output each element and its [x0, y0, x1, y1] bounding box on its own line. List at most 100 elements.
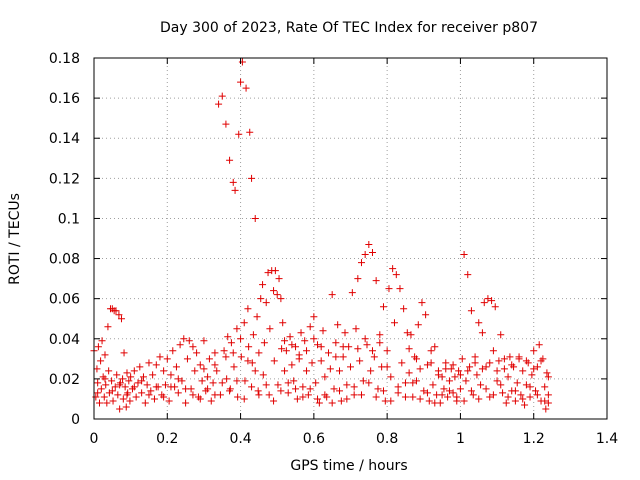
data-point	[440, 385, 448, 393]
data-point	[467, 307, 475, 315]
data-point	[418, 299, 426, 307]
data-point	[519, 367, 527, 375]
data-point	[282, 347, 290, 355]
data-point	[544, 399, 552, 407]
data-point	[259, 371, 267, 379]
data-point	[108, 377, 116, 385]
data-point	[125, 377, 133, 385]
x-tick-label: 0	[90, 431, 99, 447]
data-point	[222, 353, 230, 361]
data-point	[389, 265, 397, 273]
data-point	[334, 321, 342, 329]
data-point	[150, 395, 158, 403]
data-point	[189, 343, 197, 351]
data-point	[277, 295, 285, 303]
data-point	[321, 373, 329, 381]
data-point	[332, 353, 340, 361]
data-point	[310, 313, 318, 321]
data-point	[117, 315, 125, 323]
data-point	[226, 387, 234, 395]
data-point	[354, 275, 362, 283]
data-point	[462, 377, 470, 385]
data-point	[94, 379, 102, 387]
data-point	[231, 186, 239, 194]
data-point	[167, 383, 175, 391]
data-point	[237, 78, 245, 86]
data-point	[306, 385, 314, 393]
plot-frame	[93, 57, 608, 420]
data-point	[92, 393, 100, 401]
data-point	[119, 375, 127, 383]
data-point	[116, 381, 124, 389]
data-point	[451, 373, 459, 381]
data-point	[475, 395, 483, 403]
data-point	[237, 353, 245, 361]
data-point	[480, 299, 488, 307]
data-point	[489, 347, 497, 355]
data-point	[530, 365, 538, 373]
data-point	[94, 343, 102, 351]
data-point	[511, 397, 519, 405]
data-point	[339, 343, 347, 351]
data-point	[422, 311, 430, 319]
data-point	[469, 391, 477, 399]
data-point	[535, 341, 543, 349]
data-point	[207, 397, 215, 405]
data-point	[205, 355, 213, 363]
data-point	[251, 367, 259, 375]
data-point	[412, 355, 420, 363]
data-point	[314, 341, 322, 349]
data-point	[460, 397, 468, 405]
data-point	[262, 299, 270, 307]
data-point	[242, 84, 250, 92]
data-point	[143, 381, 151, 389]
data-point	[519, 395, 527, 403]
data-point	[458, 355, 466, 363]
data-point	[254, 387, 262, 395]
data-point	[245, 343, 253, 351]
data-point	[223, 375, 231, 383]
data-point	[229, 178, 237, 186]
data-point	[471, 353, 479, 361]
x-tick-labels: 0 0.2 0.4 0.6 0.8 1 1.2 1.4	[90, 431, 619, 447]
data-point	[356, 357, 364, 365]
data-point	[530, 347, 538, 355]
data-point	[427, 347, 435, 355]
data-point	[392, 271, 400, 279]
x-axis-label: GPS time / hours	[290, 458, 407, 474]
data-point	[357, 391, 365, 399]
data-point	[376, 331, 384, 339]
data-point	[400, 305, 408, 313]
data-point	[248, 174, 256, 182]
x-tick-label: 0.2	[156, 431, 178, 447]
data-point	[427, 359, 435, 367]
data-point	[493, 377, 501, 385]
data-point	[130, 383, 138, 391]
data-point	[303, 367, 311, 375]
data-point	[495, 357, 503, 365]
data-point	[478, 365, 486, 373]
data-point	[193, 349, 201, 357]
y-tick-label: 0.14	[49, 131, 80, 147]
data-point	[100, 393, 108, 401]
data-point	[113, 371, 121, 379]
data-point	[288, 341, 296, 349]
data-point	[491, 303, 499, 311]
data-point	[299, 393, 307, 401]
data-point	[542, 405, 550, 413]
data-point	[161, 381, 169, 389]
data-point	[93, 365, 101, 373]
y-axis-label: ROTI / TECUs	[7, 193, 23, 285]
data-point	[234, 393, 242, 401]
data-point	[127, 373, 135, 381]
data-points	[90, 58, 552, 413]
data-point	[347, 363, 354, 371]
data-point	[244, 305, 252, 313]
data-point	[466, 363, 474, 371]
data-point	[244, 357, 252, 365]
data-point	[319, 327, 327, 335]
data-point	[317, 357, 325, 365]
data-point	[543, 369, 551, 377]
data-point	[482, 363, 490, 371]
data-point	[230, 363, 238, 371]
